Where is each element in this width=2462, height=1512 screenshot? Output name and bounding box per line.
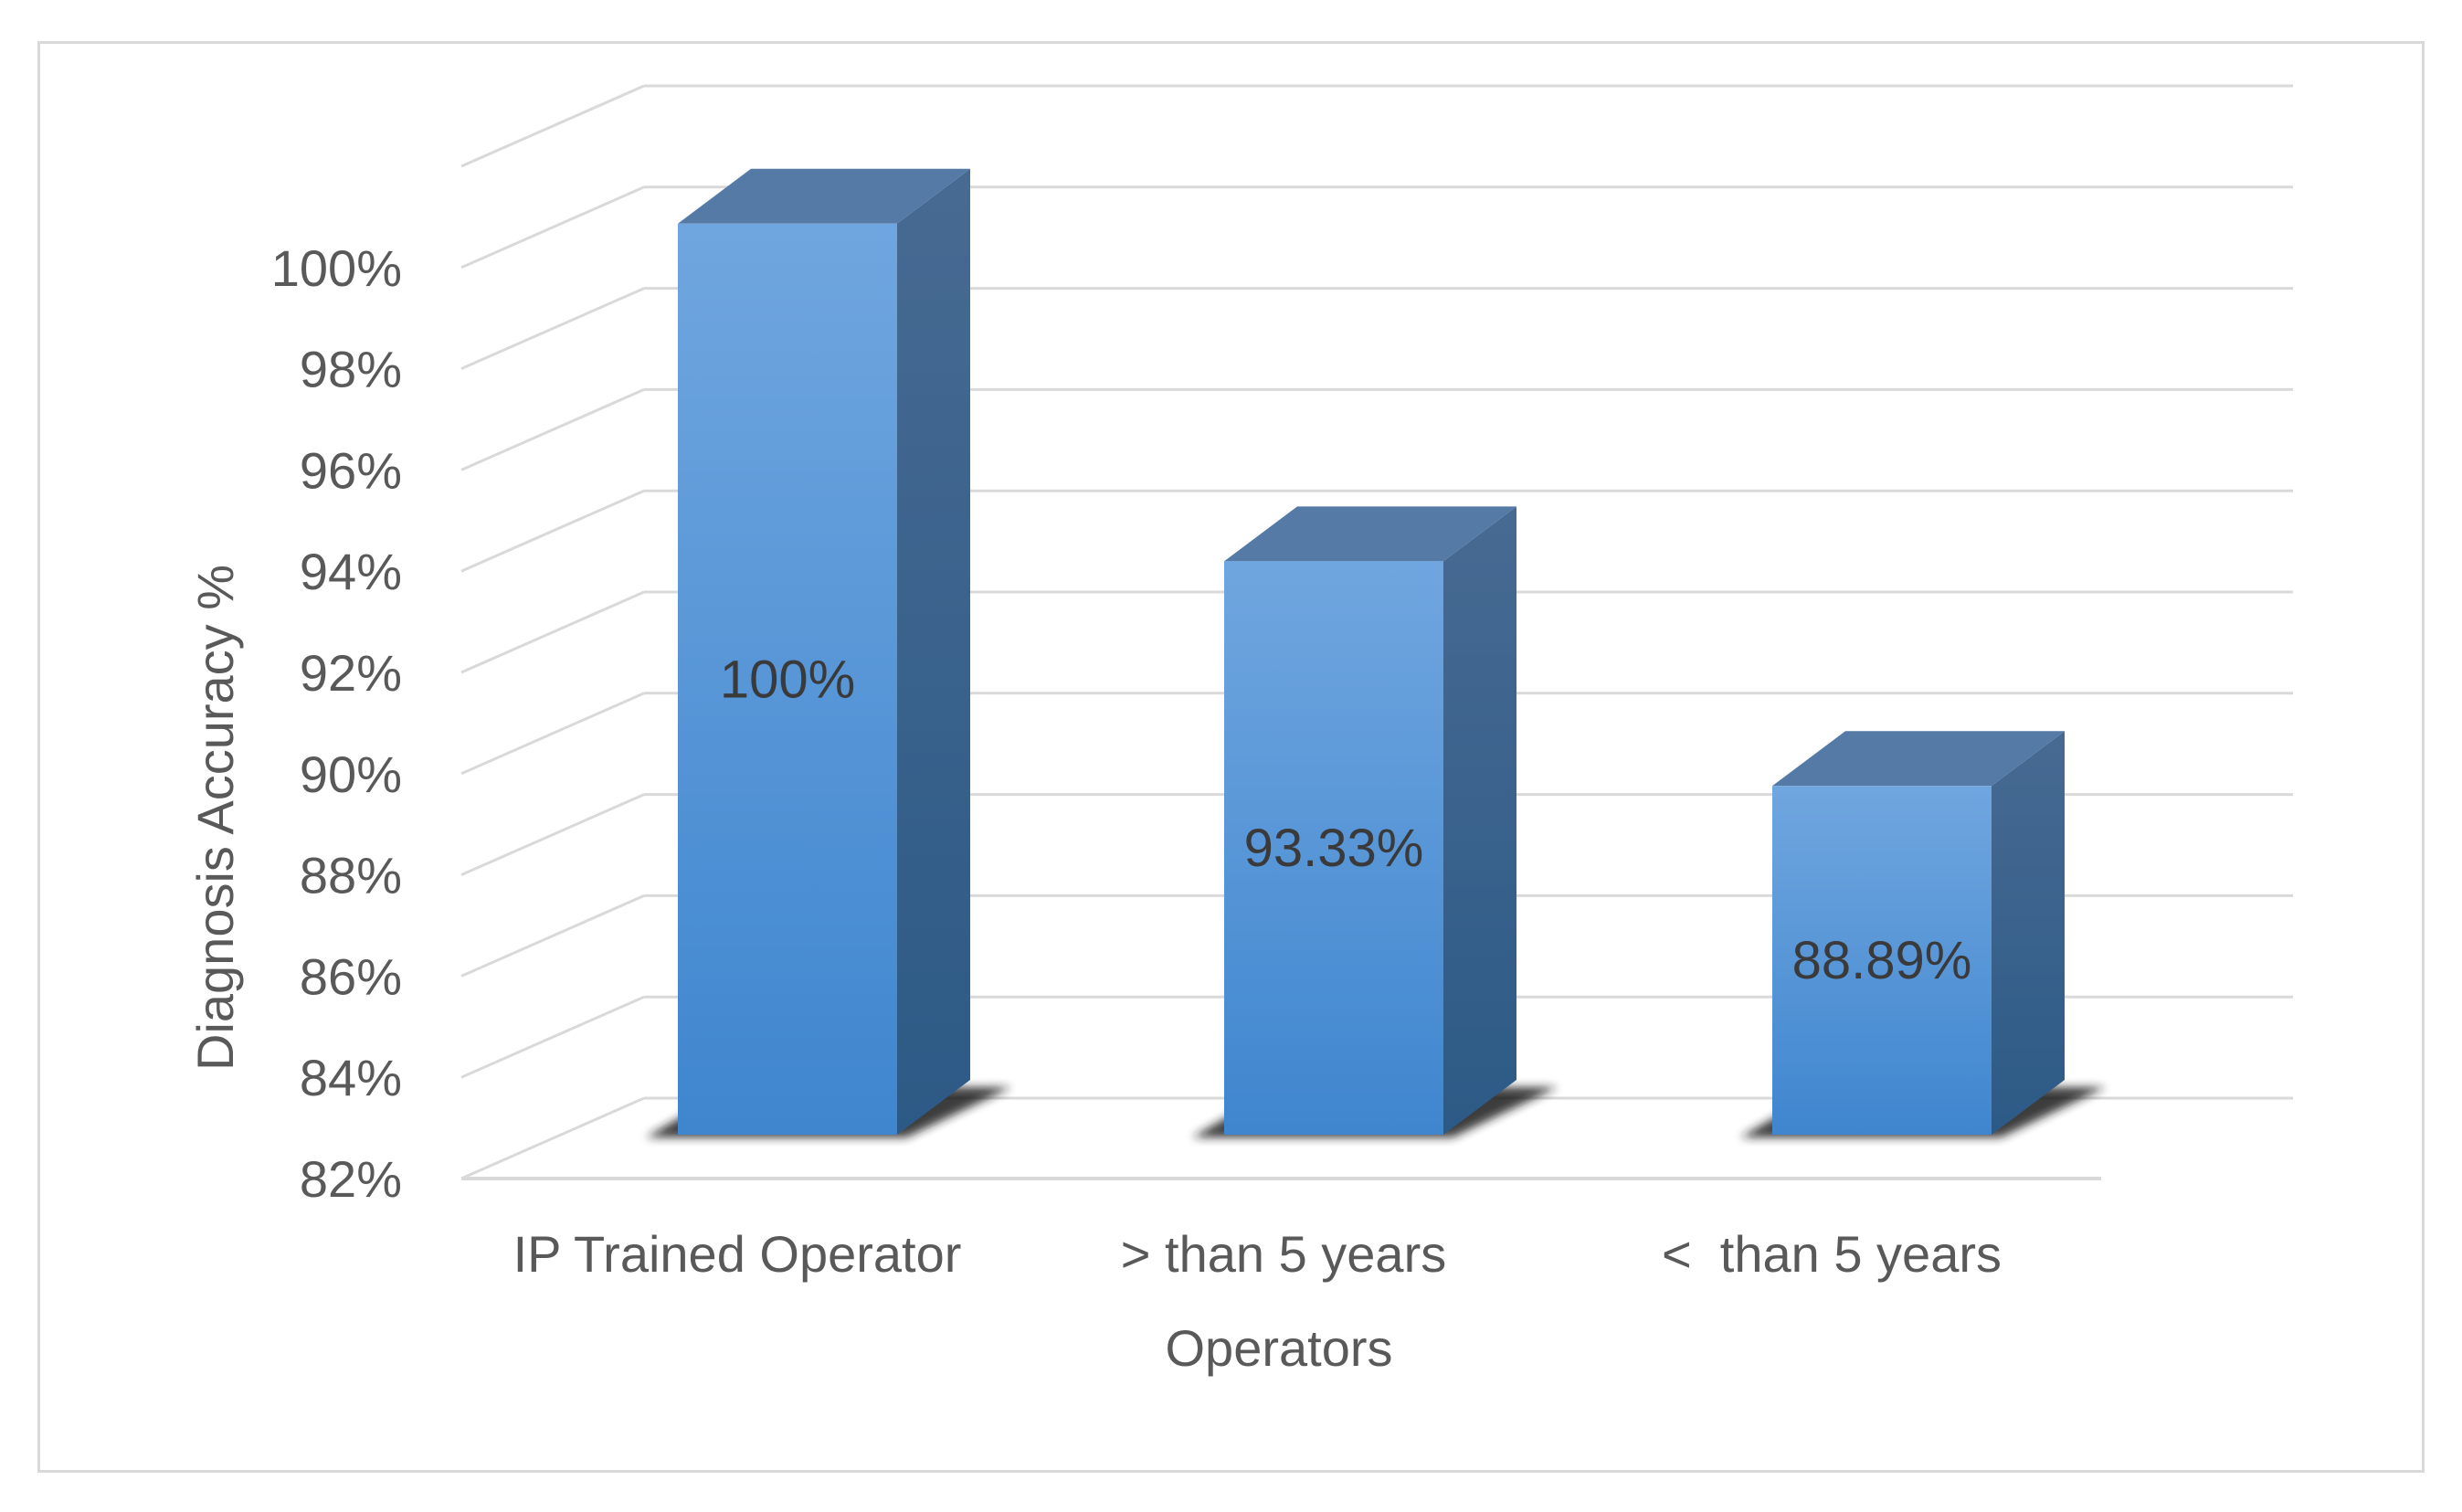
bar-side [1443,506,1516,1135]
bar [1224,506,1516,1135]
y-tick-label: 84% [300,1049,402,1106]
bar-front [1772,786,1992,1135]
gridline [460,84,2293,168]
bar [1772,731,2065,1135]
bars: 100% 93.33% 88.89% [678,168,2065,1136]
data-label: 93.33% [1244,819,1424,878]
bar-front [1224,561,1443,1135]
y-tick-label: 94% [300,543,402,600]
y-axis-ticks: 82% 84% 86% 88% 90% 92% 94% 96% 98% 100% [271,239,402,1208]
y-tick-label: 92% [300,644,402,702]
x-category-label: IP Trained Operator [513,1225,962,1283]
y-axis-title: Diagnosis Accuracy % [186,565,244,1071]
bar-front [678,223,897,1136]
x-axis-title: Operators [1166,1319,1393,1377]
y-tick-label: 100% [271,239,402,297]
data-label: 88.89% [1792,931,1972,990]
bar-top [678,168,970,224]
data-label: 100% [720,650,855,709]
x-category-label: > than 5 years [1121,1225,1446,1283]
y-tick-label: 96% [300,441,402,499]
bar-side [897,168,970,1135]
y-tick-label: 98% [300,341,402,398]
y-tick-label: 86% [300,947,402,1005]
bar-top [1772,731,2065,787]
bar-side [1992,731,2065,1135]
x-category-label: < than 5 years [1662,1225,2002,1283]
y-tick-label: 90% [300,745,402,803]
y-tick-label: 82% [300,1150,402,1208]
bar-top [1224,506,1516,562]
x-axis-categories: IP Trained Operator > than 5 years < than … [513,1225,2002,1283]
y-tick-label: 88% [300,847,402,904]
bar [678,168,970,1136]
